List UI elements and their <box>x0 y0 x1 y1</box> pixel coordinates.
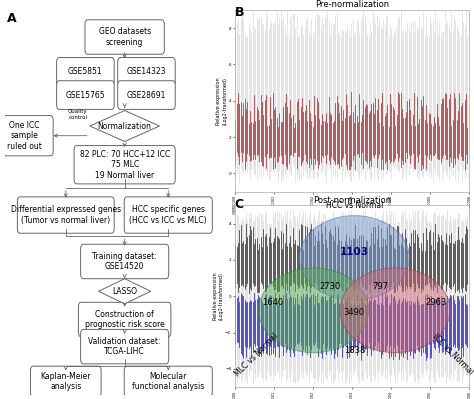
Text: MLC vs Normal: MLC vs Normal <box>233 331 280 378</box>
FancyBboxPatch shape <box>30 366 101 397</box>
Text: C: C <box>235 198 244 211</box>
Text: Construction of
prognostic risk score: Construction of prognostic risk score <box>85 310 164 329</box>
Ellipse shape <box>259 268 369 353</box>
Text: GSE5851: GSE5851 <box>68 67 103 76</box>
Text: B: B <box>235 6 244 19</box>
FancyBboxPatch shape <box>74 146 175 184</box>
Polygon shape <box>90 111 160 142</box>
Text: One ICC
sample
ruled out: One ICC sample ruled out <box>7 121 42 150</box>
Text: 82 PLC: 70 HCC+12 ICC
75 MLC
19 Normal liver: 82 PLC: 70 HCC+12 ICC 75 MLC 19 Normal l… <box>80 150 170 180</box>
FancyBboxPatch shape <box>124 366 212 397</box>
Text: Differential expressed genes
(Tumor vs normal liver): Differential expressed genes (Tumor vs n… <box>11 205 121 225</box>
Text: 2963: 2963 <box>425 298 447 307</box>
Text: Training dataset:
GSE14520: Training dataset: GSE14520 <box>92 252 157 271</box>
Text: 1838: 1838 <box>344 346 365 355</box>
Text: GSE15765: GSE15765 <box>65 91 105 100</box>
FancyBboxPatch shape <box>124 197 212 233</box>
Y-axis label: Relative expression
(Log2-transformed): Relative expression (Log2-transformed) <box>213 273 224 320</box>
FancyBboxPatch shape <box>81 330 169 364</box>
Text: Quality
control: Quality control <box>68 109 88 120</box>
Text: LASSO: LASSO <box>112 287 137 296</box>
FancyBboxPatch shape <box>56 81 114 109</box>
Text: 1640: 1640 <box>263 298 283 307</box>
FancyBboxPatch shape <box>118 57 175 86</box>
Text: ICC vs Normal: ICC vs Normal <box>430 332 474 377</box>
Polygon shape <box>99 279 151 304</box>
Text: GSE28691: GSE28691 <box>127 91 166 100</box>
Text: A: A <box>7 12 17 25</box>
Text: Normalization: Normalization <box>98 122 152 130</box>
Text: 2730: 2730 <box>320 282 341 290</box>
FancyBboxPatch shape <box>78 302 171 337</box>
Ellipse shape <box>299 215 410 300</box>
FancyBboxPatch shape <box>81 244 169 279</box>
FancyBboxPatch shape <box>118 81 175 109</box>
Text: 797: 797 <box>373 282 389 290</box>
Text: GEO datasets
screening: GEO datasets screening <box>99 27 151 47</box>
Title: Pre-normalization: Pre-normalization <box>315 0 389 9</box>
Title: Post-normalization: Post-normalization <box>313 196 391 205</box>
Text: Molecular
functional analysis: Molecular functional analysis <box>132 372 204 391</box>
Y-axis label: Relative expression
(Log2-transformed): Relative expression (Log2-transformed) <box>216 77 227 124</box>
Ellipse shape <box>340 268 450 353</box>
Text: HCC specific genes
(HCC vs ICC vs MLC): HCC specific genes (HCC vs ICC vs MLC) <box>129 205 207 225</box>
Text: 3490: 3490 <box>344 308 365 317</box>
FancyBboxPatch shape <box>85 20 164 54</box>
FancyBboxPatch shape <box>0 116 53 156</box>
Text: HCC vs Normal: HCC vs Normal <box>326 201 383 210</box>
Text: 1103: 1103 <box>340 247 369 257</box>
FancyBboxPatch shape <box>18 197 114 233</box>
Text: Kaplan-Meier
analysis: Kaplan-Meier analysis <box>41 372 91 391</box>
Text: GSE14323: GSE14323 <box>127 67 166 76</box>
FancyBboxPatch shape <box>56 57 114 86</box>
Text: Validation dataset:
TCGA-LIHC: Validation dataset: TCGA-LIHC <box>89 337 161 356</box>
